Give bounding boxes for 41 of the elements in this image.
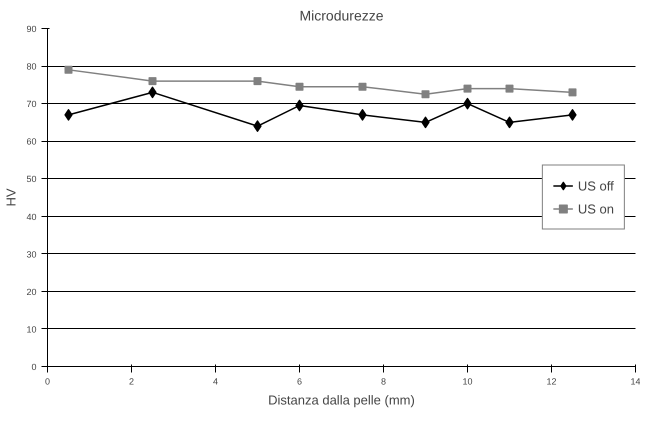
y-axis-title: HV — [3, 188, 18, 207]
point — [506, 84, 514, 93]
y-tick-label: 50 — [26, 174, 37, 184]
point — [295, 99, 304, 112]
y-tick-label: 40 — [26, 212, 37, 222]
point — [568, 108, 577, 121]
point — [64, 66, 72, 74]
y-tick-label: 20 — [26, 286, 37, 297]
point — [64, 108, 73, 121]
point — [148, 77, 156, 86]
point — [568, 88, 576, 96]
y-tick-label: 90 — [26, 24, 37, 34]
x-tick-label: 14 — [630, 376, 641, 386]
x-tick-label: 0 — [44, 376, 50, 386]
point — [358, 82, 366, 91]
point — [463, 98, 472, 110]
point — [253, 120, 262, 132]
x-tick-label: 10 — [462, 376, 473, 386]
y-tick-label: 60 — [26, 136, 37, 147]
point — [505, 116, 514, 128]
x-tick-label: 6 — [296, 376, 302, 386]
point — [422, 90, 430, 98]
point — [421, 116, 430, 128]
legend-label: US on — [578, 201, 614, 216]
x-tick-label: 8 — [380, 376, 386, 386]
point — [464, 84, 472, 93]
x-tick-label: 2 — [128, 376, 134, 386]
chart-title: Microdurezze — [299, 8, 384, 24]
y-tick-label: 10 — [26, 324, 37, 334]
legend-label: US off — [578, 178, 614, 193]
point — [358, 108, 367, 121]
y-tick-label: 0 — [31, 362, 37, 372]
y-tick-label: 70 — [26, 99, 37, 110]
point — [148, 86, 157, 98]
x-axis-title: Distanza dalla pelle (mm) — [268, 392, 415, 408]
y-tick-label: 30 — [26, 249, 37, 260]
point — [296, 82, 304, 91]
x-tick-label: 4 — [212, 376, 218, 386]
point — [254, 77, 262, 86]
x-tick-label: 12 — [546, 376, 557, 386]
y-tick-label: 80 — [26, 62, 37, 72]
